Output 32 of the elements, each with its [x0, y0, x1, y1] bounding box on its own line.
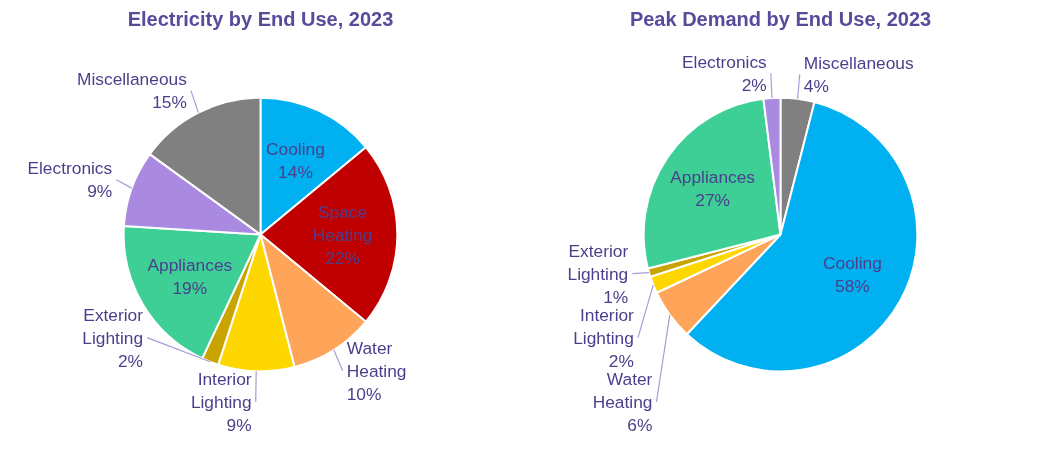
slice-label: Miscellaneous — [803, 52, 914, 73]
data-label: 9% — [226, 414, 252, 435]
slice-label: Appliances — [670, 166, 756, 187]
chart-title: Peak Demand by End Use, 2023 — [629, 7, 932, 30]
data-label: 58% — [835, 275, 870, 296]
slice-label: Interior Lighting — [190, 368, 252, 412]
data-label: 1% — [603, 286, 629, 307]
slice-label: Water Heating — [346, 337, 407, 381]
slice-label: Miscellaneous — [77, 69, 188, 90]
slice-label: Electronics — [27, 158, 113, 179]
data-label: 10% — [346, 383, 382, 404]
data-label: 14% — [278, 161, 313, 182]
slice-label: Electronics — [682, 51, 768, 72]
data-label: 27% — [695, 189, 730, 210]
data-label: 19% — [172, 277, 208, 298]
slice-label: Exterior Lighting — [567, 240, 629, 284]
slice-label: Cooling — [823, 252, 882, 273]
data-label: 2% — [608, 350, 634, 371]
data-label: 2% — [118, 350, 144, 371]
data-label: 22% — [325, 247, 360, 268]
data-label: 6% — [627, 414, 653, 435]
data-label: 9% — [87, 181, 113, 202]
slice-label: Appliances — [147, 254, 233, 275]
slice-label: Water Heating — [592, 368, 653, 412]
chart-title: Electricity by End Use, 2023 — [127, 7, 394, 30]
slice-label: Interior Lighting — [573, 304, 635, 348]
data-label: 4% — [803, 75, 829, 96]
slice-label: Space Heating — [312, 201, 373, 245]
slice-label: Cooling — [266, 138, 325, 159]
slice-label: Exterior Lighting — [82, 304, 144, 348]
data-label: 2% — [741, 74, 767, 95]
data-label: 15% — [152, 92, 187, 113]
